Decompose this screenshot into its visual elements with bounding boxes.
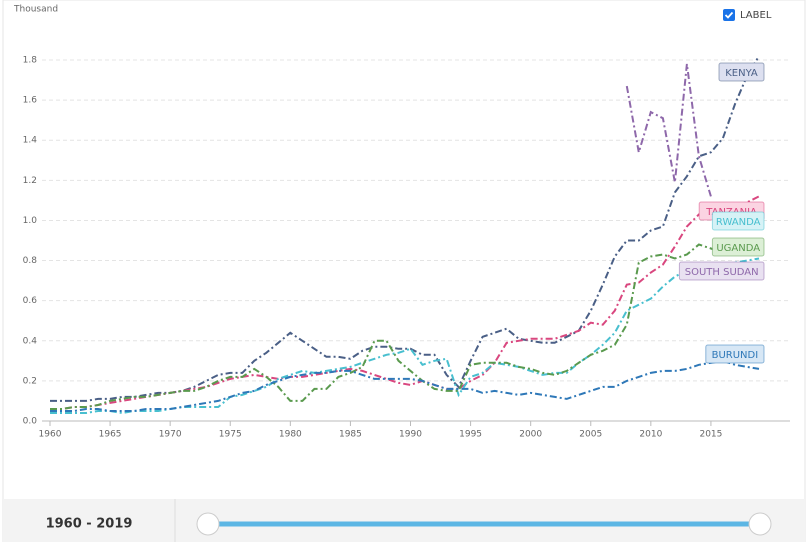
x-tick-label: 1990 bbox=[399, 430, 422, 440]
series-label: UGANDA bbox=[716, 243, 760, 254]
y-tick-label: 1.8 bbox=[23, 56, 38, 66]
series-label: BURUNDI bbox=[712, 350, 759, 361]
series-line bbox=[50, 243, 760, 410]
y-tick-label: 0.8 bbox=[23, 256, 38, 266]
x-tick-label: 1970 bbox=[159, 430, 182, 440]
y-tick-label: 0.4 bbox=[23, 336, 38, 346]
series-label-box bbox=[711, 237, 765, 257]
series-label-box bbox=[678, 261, 765, 281]
x-tick-label: 1980 bbox=[279, 430, 302, 440]
range-bar bbox=[3, 499, 805, 542]
slider-handle[interactable] bbox=[196, 512, 220, 536]
y-tick-label: 1.2 bbox=[23, 176, 37, 186]
x-tick-label: 1975 bbox=[219, 430, 242, 440]
series-label-box bbox=[711, 211, 765, 231]
series-line bbox=[625, 63, 712, 197]
checkmark bbox=[724, 11, 734, 19]
range-label: 1960 - 2019 bbox=[46, 517, 133, 532]
label-toggle[interactable]: LABEL bbox=[740, 10, 772, 21]
series-line bbox=[50, 195, 760, 410]
x-tick-label: 2015 bbox=[699, 430, 722, 440]
x-tick-label: 2000 bbox=[519, 430, 542, 440]
series-label: SOUTH SUDAN bbox=[685, 267, 759, 278]
x-tick-label: 1960 bbox=[39, 430, 62, 440]
y-tick-label: 1.6 bbox=[23, 96, 38, 106]
series-label: RWANDA bbox=[716, 217, 761, 228]
y-tick-label: 0.6 bbox=[23, 296, 38, 306]
y-tick-label: 0.0 bbox=[23, 417, 38, 427]
y-tick-label: 1.4 bbox=[23, 136, 38, 146]
x-tick-label: 1965 bbox=[99, 430, 122, 440]
series-line bbox=[50, 359, 760, 412]
x-tick-label: 2005 bbox=[579, 430, 602, 440]
x-tick-label: 1985 bbox=[339, 430, 362, 440]
series-label-box bbox=[705, 344, 765, 364]
y-unit: Thousand bbox=[13, 5, 58, 15]
slider-handle[interactable] bbox=[748, 512, 772, 536]
x-tick-label: 2010 bbox=[639, 430, 662, 440]
y-tick-label: 0.2 bbox=[23, 376, 37, 386]
series-label-box bbox=[718, 62, 765, 82]
y-tick-label: 1.0 bbox=[23, 216, 38, 226]
series-label: KENYA bbox=[725, 68, 758, 79]
x-tick-label: 1995 bbox=[459, 430, 482, 440]
label-checkbox[interactable] bbox=[723, 9, 735, 21]
